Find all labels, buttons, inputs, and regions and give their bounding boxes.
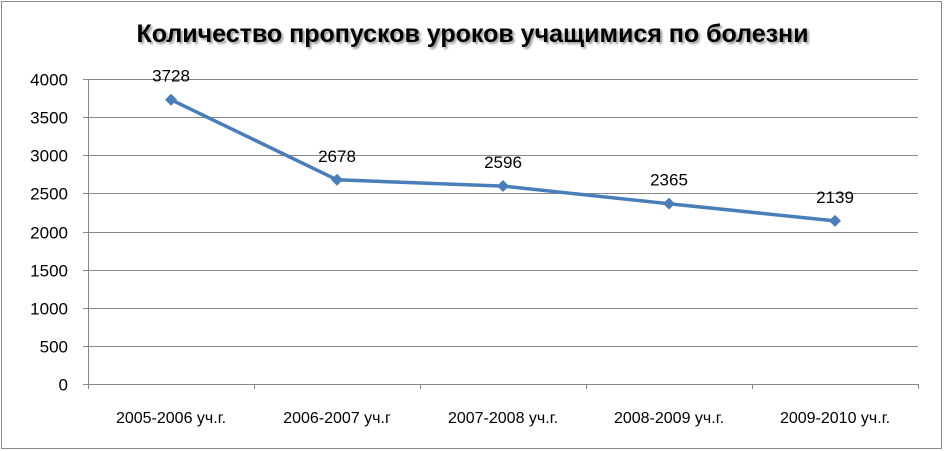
labels: 0 500 1000 1500 2000 2500 3000 3500 4000 2005-200…: [30, 67, 890, 427]
axes: [83, 79, 919, 389]
y-tick-label: 3000: [30, 147, 68, 166]
x-tick-label: 2007-2008 уч.г.: [448, 410, 558, 427]
data-point-marker: [663, 197, 675, 210]
data-label: 2678: [318, 147, 356, 166]
y-tick-label: 2500: [30, 185, 68, 204]
data-point-marker: [165, 93, 177, 106]
y-tick-label: 1500: [30, 262, 68, 281]
x-tick-label: 2005-2006 уч.г.: [116, 410, 226, 427]
y-tick-label: 0: [59, 376, 68, 395]
chart-title: Количество пропусков уроков учащимися по…: [136, 20, 809, 48]
series: [165, 93, 841, 227]
y-tick-label: 500: [40, 338, 68, 357]
data-label: 2596: [484, 153, 522, 172]
y-tick-label: 2000: [30, 224, 68, 243]
data-point-marker: [497, 180, 509, 193]
x-tick-label: 2006-2007 уч.г: [283, 410, 391, 427]
y-tick-label: 4000: [30, 71, 68, 90]
x-tick-label: 2008-2009 уч.г.: [614, 410, 724, 427]
data-point-marker: [331, 173, 343, 186]
data-label: 2139: [816, 188, 854, 207]
y-tick-label: 3500: [30, 109, 68, 128]
gridlines: [88, 79, 918, 347]
data-label: 2365: [650, 171, 688, 190]
data-point-marker: [829, 214, 841, 227]
y-tick-label: 1000: [30, 300, 68, 319]
x-tick-label: 2009-2010 уч.г.: [780, 410, 890, 427]
data-label: 3728: [152, 67, 190, 86]
